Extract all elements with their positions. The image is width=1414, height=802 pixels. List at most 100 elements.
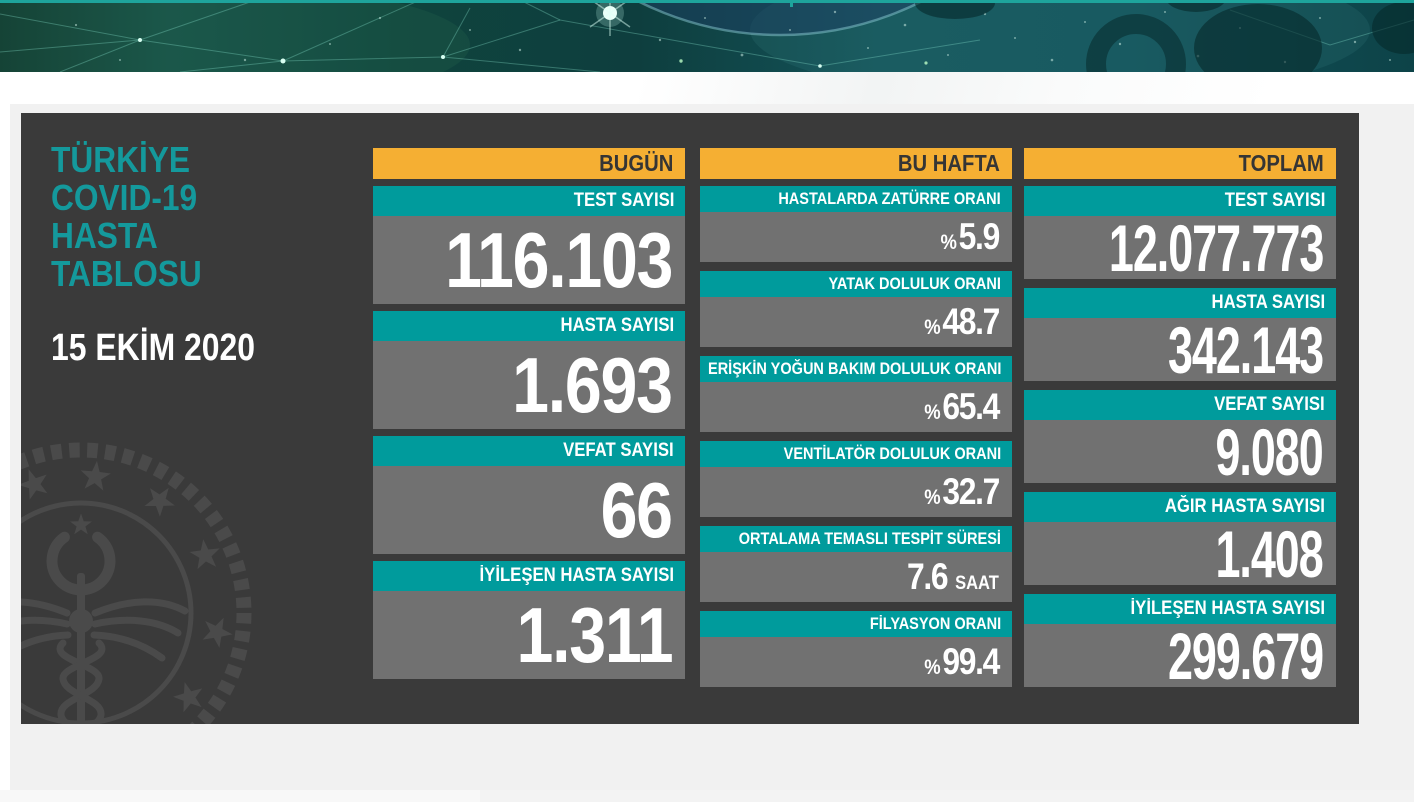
stat-value-box: 1.693 <box>373 341 685 429</box>
stat-value-group: % 65.4 <box>924 386 1000 428</box>
banner-artwork <box>0 0 1414 72</box>
bottom-strip <box>0 790 1414 802</box>
stat-label: VENTİLATÖR DOLULUK ORANI <box>783 444 1001 463</box>
stat-value-group: 1.693 <box>512 340 673 431</box>
stat-value-group: 1.408 <box>1215 516 1324 592</box>
page-title: TÜRKİYE COVID-19 HASTA TABLOSU <box>51 141 222 293</box>
stat-cell: AĞIR HASTA SAYISI 1.408 <box>1024 492 1336 591</box>
stat-value-group: 342.143 <box>1167 312 1324 388</box>
stat-value-group: % 32.7 <box>924 471 1000 513</box>
title-line: TABLOSU <box>51 253 202 294</box>
stat-label: VEFAT SAYISI <box>1214 394 1325 415</box>
stat-value: 5.9 <box>958 216 1001 257</box>
stat-cell: HASTALARDA ZATÜRRE ORANI% 5.9 <box>700 186 1012 262</box>
stat-label: VEFAT SAYISI <box>563 440 674 461</box>
planet-limb <box>633 0 927 37</box>
stat-value: 1.693 <box>512 340 673 429</box>
percent-sign: % <box>924 315 941 339</box>
percent-sign: % <box>924 655 941 679</box>
stat-label: TEST SAYISI <box>1224 190 1325 211</box>
stat-label-bar: HASTA SAYISI <box>373 311 685 341</box>
network-nodes <box>138 38 822 68</box>
stat-label-bar: İYİLEŞEN HASTA SAYISI <box>1024 594 1336 624</box>
stat-cell: ERİŞKİN YOĞUN BAKIM DOLULUK ORANI % 65.4 <box>700 356 1012 432</box>
stat-label: HASTA SAYISI <box>1211 292 1325 313</box>
stat-value-box: 116.103 <box>373 216 685 304</box>
stat-value-group: 1.311 <box>516 590 673 681</box>
stat-value-box: 66 <box>373 466 685 554</box>
stat-label-bar: HASTALARDA ZATÜRRE ORANI <box>700 186 1012 212</box>
stat-label-bar: FİLYASYON ORANI <box>700 611 1012 637</box>
stat-value-box: % 48.7 <box>700 297 1012 347</box>
column-header-today: BUGÜN <box>373 148 685 179</box>
stat-label: İYİLEŞEN HASTA SAYISI <box>479 565 674 586</box>
stat-label: HASTALARDA ZATÜRRE ORANI <box>778 189 1001 208</box>
ministry-of-health-emblem-watermark-icon <box>21 442 252 724</box>
column-header-label: BUGÜN <box>598 150 673 176</box>
stat-cell: İYİLEŞEN HASTA SAYISI 299.679 <box>1024 594 1336 693</box>
glow-star <box>589 0 631 36</box>
stat-label-bar: TEST SAYISI <box>1024 186 1336 216</box>
stat-value: 32.7 <box>942 471 1000 512</box>
title-line: COVID-19 <box>51 177 198 218</box>
stat-value-group: 299.679 <box>1167 618 1324 694</box>
stat-cell: ORTALAMA TEMASLI TESPİT SÜRESİ 7.6 SAAT <box>700 526 1012 602</box>
stat-value: 65.4 <box>942 386 1000 427</box>
stat-label-bar: YATAK DOLULUK ORANI <box>700 271 1012 297</box>
stat-label-bar: VEFAT SAYISI <box>373 436 685 466</box>
page-sheen <box>0 72 1414 104</box>
stat-cell: TEST SAYISI 116.103 <box>373 186 685 304</box>
stat-value-group: % 99.4 <box>924 641 1000 683</box>
dashboard-panel: TÜRKİYE COVID-19 HASTA TABLOSU 15 EKİM 2… <box>21 113 1359 724</box>
stat-label: YATAK DOLULUK ORANI <box>828 274 1001 293</box>
stat-value-box: 7.6 SAAT <box>700 552 1012 602</box>
stat-cell: HASTA SAYISI 1.693 <box>373 311 685 429</box>
stat-label: İYİLEŞEN HASTA SAYISI <box>1130 598 1325 619</box>
column-header-label: TOPLAM <box>1238 150 1324 176</box>
stat-value: 7.6 <box>907 556 949 597</box>
percent-sign: % <box>924 485 941 509</box>
report-date: 15 EKİM 2020 <box>51 326 294 370</box>
molecule-ring <box>1086 14 1186 72</box>
stat-value-group: % 48.7 <box>924 301 1000 343</box>
stat-value-box: % 65.4 <box>700 382 1012 432</box>
stat-value: 299.679 <box>1167 618 1324 693</box>
stat-value-box: % 32.7 <box>700 467 1012 517</box>
stat-value-box: 9.080 <box>1024 415 1336 489</box>
stat-cell: VEFAT SAYISI 9.080 <box>1024 390 1336 489</box>
stat-value-group: 9.080 <box>1215 414 1324 490</box>
inner-circle <box>21 500 194 724</box>
stat-label: ERİŞKİN YOĞUN BAKIM DOLULUK ORANI <box>707 359 1001 378</box>
percent-sign: % <box>940 230 957 254</box>
stat-value-group: 116.103 <box>445 215 673 306</box>
stat-label-bar: ORTALAMA TEMASLI TESPİT SÜRESİ <box>700 526 1012 552</box>
column-total: TOPLAM TEST SAYISI 12.077.773 HASTA SAYISI 3… <box>1024 148 1336 696</box>
star-speckles <box>74 10 1391 65</box>
title-line: HASTA <box>51 215 158 256</box>
column-today: BUGÜN TEST SAYISI 116.103 HASTA SAYISI 1.693… <box>373 148 685 686</box>
stat-label-bar: İYİLEŞEN HASTA SAYISI <box>373 561 685 591</box>
stat-value: 342.143 <box>1167 312 1324 387</box>
stat-value-box: 12.077.773 <box>1024 211 1336 285</box>
title-line: TÜRKİYE <box>51 139 191 180</box>
stat-value-box: 1.311 <box>373 591 685 679</box>
stat-value-group: 7.6 SAAT <box>907 556 999 598</box>
stat-value: 1.408 <box>1215 516 1324 591</box>
stat-label-bar: HASTA SAYISI <box>1024 288 1336 318</box>
stat-value-box: 299.679 <box>1024 619 1336 693</box>
column-week: BU HAFTA HASTALARDA ZATÜRRE ORANI% 5.9 YATA… <box>700 148 1012 696</box>
stat-cell: VENTİLATÖR DOLULUK ORANI% 32.7 <box>700 441 1012 517</box>
stat-value: 9.080 <box>1215 414 1324 489</box>
stat-label: FİLYASYON ORANI <box>869 614 1001 633</box>
caduceus <box>21 531 189 724</box>
stat-label: AĞIR HASTA SAYISI <box>1164 496 1325 517</box>
stat-label-bar: AĞIR HASTA SAYISI <box>1024 492 1336 522</box>
stat-cell: FİLYASYON ORANI % 99.4 <box>700 611 1012 687</box>
stat-cell: HASTA SAYISI 342.143 <box>1024 288 1336 387</box>
stat-value-box: 342.143 <box>1024 313 1336 387</box>
stat-cell: YATAK DOLULUK ORANI % 48.7 <box>700 271 1012 347</box>
column-header-total: TOPLAM <box>1024 148 1336 179</box>
stat-label: ORTALAMA TEMASLI TESPİT SÜRESİ <box>738 529 1001 548</box>
column-header-label: BU HAFTA <box>898 150 1000 176</box>
emblem-stars <box>21 459 235 724</box>
